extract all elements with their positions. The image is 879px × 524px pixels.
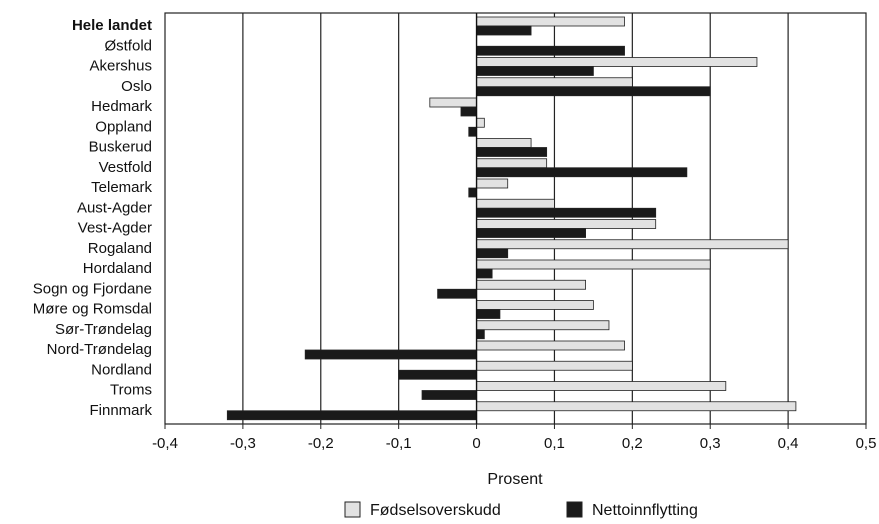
bar-fodselsoverskudd [476,259,711,270]
category-label: Finnmark [89,402,152,419]
category-label: Sogn og Fjordane [33,280,152,297]
x-tick-label: 0,1 [544,435,565,452]
bar-fodselsoverskudd [476,381,727,391]
legend-swatch [344,501,361,518]
bar-fodselsoverskudd [476,279,586,290]
bar-fodselsoverskudd [476,239,789,250]
x-tick-label: 0,4 [778,435,799,452]
bar-nettoinnflytting [476,66,594,76]
bar-nettoinnflytting [476,45,625,56]
category-label: Vestfold [99,159,152,176]
bar-nettoinnflytting [476,86,711,97]
bar-nettoinnflytting [460,106,477,117]
bar-fodselsoverskudd [476,158,548,169]
bar-nettoinnflytting [476,147,548,157]
category-label: Møre og Romsdal [33,301,152,318]
bar-nettoinnflytting [476,228,586,238]
category-label: Sør-Trøndelag [55,321,152,338]
bar-nettoinnflytting [476,167,688,178]
category-label: Østfold [104,37,152,54]
bar-fodselsoverskudd [476,300,594,310]
category-label: Hele landet [72,17,152,34]
bar-nettoinnflytting [398,369,477,380]
bar-fodselsoverskudd [476,77,633,88]
bar-nettoinnflytting [476,329,485,340]
x-axis-title: Prosent [487,471,543,488]
category-label: Oppland [95,118,152,135]
category-label: Hedmark [91,98,152,115]
category-label: Telemark [91,179,152,196]
bar-fodselsoverskudd [476,340,625,351]
x-tick-label: 0,2 [622,435,643,452]
bar-nettoinnflytting [476,207,657,218]
bar-nettoinnflytting [476,268,493,279]
bar-fodselsoverskudd [476,198,555,209]
bar-fodselsoverskudd [429,97,477,108]
legend-label: Nettoinnflytting [592,502,698,519]
x-tick-label: 0,5 [856,435,877,452]
x-tick-label: -0,1 [386,435,412,452]
bar-nettoinnflytting [468,187,477,198]
bar-fodselsoverskudd [476,401,797,412]
bar-nettoinnflytting [476,248,509,259]
bar-nettoinnflytting [226,410,477,421]
category-label: Vest-Agder [78,220,152,237]
category-label: Nordland [91,361,152,378]
category-label: Buskerud [89,139,152,156]
bar-fodselsoverskudd [476,360,633,371]
bar-fodselsoverskudd [476,138,532,148]
bar-fodselsoverskudd [476,219,657,229]
x-tick-label: -0,4 [152,435,178,452]
category-label: Rogaland [88,240,152,257]
category-label: Nord-Trøndelag [47,341,152,358]
bar-fodselsoverskudd [476,178,509,189]
bar-fodselsoverskudd [476,117,485,128]
category-label: Akershus [89,58,152,75]
x-tick-label: 0,3 [700,435,721,452]
bar-nettoinnflytting [421,390,477,400]
bar-nettoinnflytting [476,25,532,36]
category-label: Oslo [121,78,152,95]
bar-nettoinnflytting [437,288,477,299]
bar-fodselsoverskudd [476,57,758,67]
x-tick-label: -0,2 [308,435,334,452]
bar-nettoinnflytting [304,349,477,360]
category-label: Aust-Agder [77,199,152,216]
category-label: Troms [110,382,152,399]
x-tick-label: -0,3 [230,435,256,452]
bar-nettoinnflytting [468,126,477,137]
bar-nettoinnflytting [476,309,501,319]
bar-fodselsoverskudd [476,320,610,331]
legend-label: Fødselsoverskudd [370,502,501,519]
legend: Fødselsoverskudd Nettoinnflytting [344,501,698,519]
x-tick-label: 0 [472,435,480,452]
region-labels: Hele landet Østfold Akershus Oslo Hedmark Opp… [33,17,153,419]
x-axis-ticks: -0,4 -0,3 -0,2 -0,1 0 0,1 0,2 0,3 0,4 0,5 [152,424,876,452]
legend-swatch [566,501,583,518]
bars [226,16,797,421]
category-label: Hordaland [83,260,152,277]
bar-fodselsoverskudd [476,16,625,27]
